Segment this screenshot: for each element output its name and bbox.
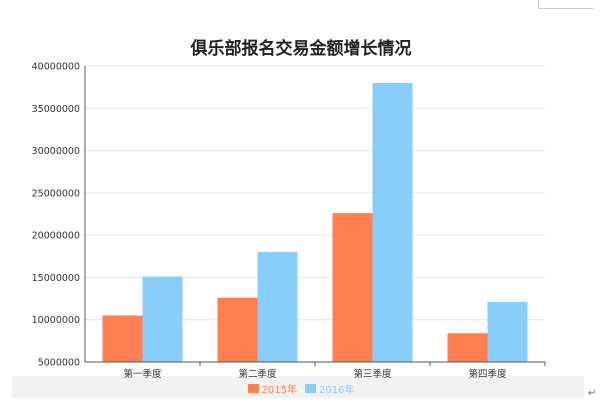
- bar-2016-q2: [257, 252, 298, 362]
- x-tick-label: 第四季度: [468, 368, 507, 380]
- legend-item-2015[interactable]: 2015年: [247, 381, 297, 396]
- legend-band: [12, 376, 584, 398]
- bar-2015-q4: [447, 333, 488, 362]
- bar-2015-q2: [217, 297, 258, 362]
- y-tick-label: 5000000: [38, 358, 80, 369]
- legend-label-2015: 2015年: [261, 385, 297, 396]
- y-tick-label: 30000000: [32, 146, 80, 157]
- x-tick-label: 第三季度: [353, 368, 392, 380]
- legend: 2015年 2016年: [0, 381, 602, 396]
- bar-2015-q1: [102, 315, 143, 362]
- x-tick-label: 第一季度: [123, 368, 162, 380]
- axes: [84, 66, 546, 366]
- bar-2016-q1: [142, 276, 183, 362]
- legend-swatch-2016: [305, 384, 316, 393]
- y-tick-label: 40000000: [32, 62, 80, 73]
- bar-2016-q4: [487, 301, 528, 362]
- paragraph-return-icon: ↵: [588, 388, 597, 399]
- y-tick-label: 25000000: [32, 188, 80, 199]
- x-tick-labels: 第一季度 第二季度 第三季度 第四季度: [123, 368, 507, 380]
- y-tick-label: 20000000: [32, 231, 80, 242]
- y-tick-label: 35000000: [32, 104, 80, 115]
- bar-2015-q3: [332, 213, 373, 362]
- legend-swatch-2015: [247, 384, 259, 393]
- y-tick-label: 15000000: [32, 273, 80, 284]
- legend-label-2016: 2016年: [319, 385, 355, 396]
- bar-2016-q3: [372, 82, 413, 363]
- grid-lines: [85, 65, 545, 321]
- y-tick-label: 10000000: [32, 315, 80, 326]
- y-tick-labels: 5000000 10000000 15000000 20000000 25000000 3…: [32, 62, 80, 369]
- corner-mark: [538, 0, 593, 9]
- x-tick-label: 第二季度: [238, 368, 277, 380]
- legend-item-2016[interactable]: 2016年: [305, 381, 354, 396]
- bars: [102, 82, 528, 363]
- chart-title: 俱乐部报名交易金额增长情况: [190, 39, 412, 59]
